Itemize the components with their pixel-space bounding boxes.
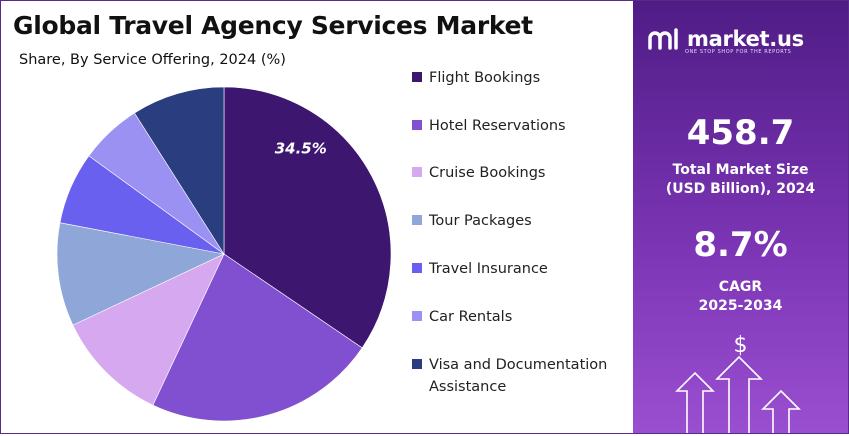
- legend-label: Hotel Reservations: [429, 118, 566, 134]
- market-size-value: 458.7: [686, 113, 795, 153]
- legend-item-tour-packages: Tour Packages: [412, 210, 532, 233]
- chart-title: Global Travel Agency Services Market: [13, 11, 533, 40]
- legend-item-cruise-bookings: Cruise Bookings: [412, 162, 545, 185]
- legend-swatch: [412, 263, 422, 273]
- legend-label: Car Rentals: [429, 309, 513, 325]
- legend-swatch: [412, 72, 422, 82]
- brand-name: market.us: [687, 27, 804, 51]
- legend-swatch: [412, 215, 422, 225]
- legend-item-hotel-reservations: Hotel Reservations: [412, 115, 566, 138]
- cagr-value: 8.7%: [693, 225, 788, 265]
- pie-slice-tour-packages: [56, 222, 225, 326]
- legend-item-visa-documentation: Visa and Documentation Assistance: [412, 354, 634, 398]
- chart-subtitle: Share, By Service Offering, 2024 (%): [19, 52, 286, 68]
- dollar-icon: $: [733, 333, 748, 358]
- legend-label: Travel Insurance: [429, 261, 548, 277]
- cagr-label: CAGR: [718, 279, 763, 295]
- legend-label: Tour Packages: [429, 213, 532, 229]
- pie-chart: 34.5%: [56, 86, 392, 422]
- pie-slice-hotel-reservations: [152, 253, 363, 422]
- pie-data-label: 34.5%: [275, 139, 327, 157]
- pie-slice-visa-and-documentation-assistance: [134, 86, 225, 256]
- legend-swatch: [412, 359, 422, 369]
- cagr-period: 2025-2034: [698, 298, 783, 314]
- legend-item-flight-bookings: Flight Bookings: [412, 67, 540, 90]
- market-size-label: Total Market Size: [672, 162, 809, 178]
- brand-logo[interactable]: market.us: [647, 26, 804, 52]
- legend-item-car-rentals: Car Rentals: [412, 306, 512, 329]
- legend-item-travel-insurance: Travel Insurance: [412, 258, 548, 281]
- legend-swatch: [412, 167, 422, 177]
- legend-swatch: [412, 120, 422, 130]
- legend-swatch: [412, 311, 422, 321]
- pie-slice-flight-bookings: [223, 86, 392, 349]
- legend-label: Cruise Bookings: [429, 165, 546, 181]
- pie-slice-cruise-bookings: [72, 253, 225, 406]
- summary-panel: market.us ONE STOP SHOP FOR THE REPORTS …: [633, 1, 848, 433]
- market-us-logo-icon: [648, 28, 678, 50]
- legend-label: Flight Bookings: [429, 70, 541, 86]
- brand-tagline: ONE STOP SHOP FOR THE REPORTS: [685, 49, 792, 55]
- market-size-unit: (USD Billion), 2024: [665, 181, 816, 197]
- growth-arrows-icon: [675, 355, 801, 433]
- legend-label: Visa and Documentation Assistance: [429, 357, 608, 395]
